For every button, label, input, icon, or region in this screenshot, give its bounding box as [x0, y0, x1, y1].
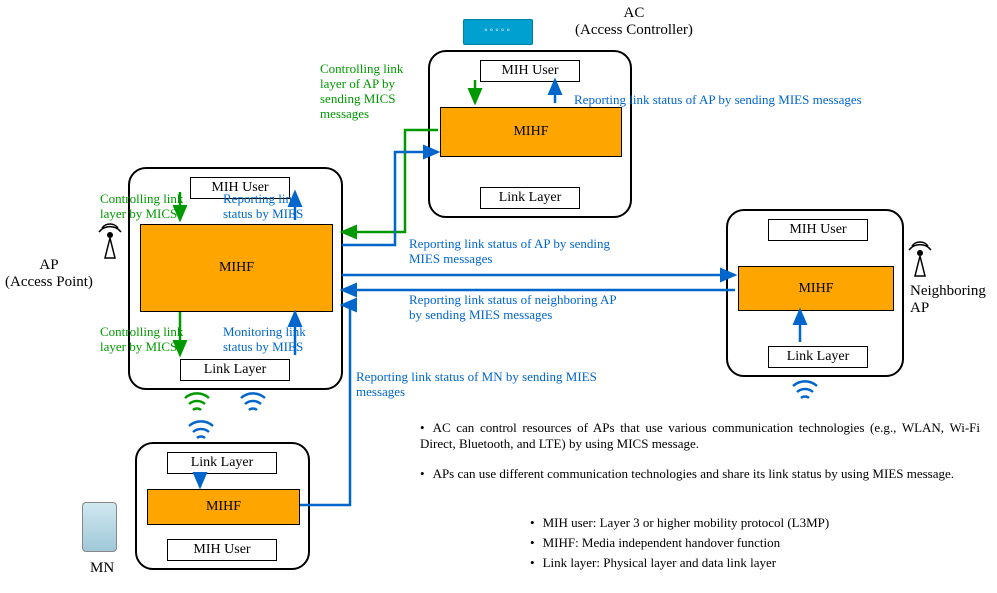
label-ctrl-mics-bot: Controlling link layer by MICS [100, 325, 183, 355]
wifi-blue-icon [238, 392, 268, 414]
bullet-3: •MIH user: Layer 3 or higher mobility pr… [530, 515, 980, 531]
label-monitor-mies: Monitoring link status by MIES [223, 325, 306, 355]
ac-module: MIH User MIHF Link Layer [428, 50, 632, 218]
label-report-mies-top: Reporting link status by MIES [223, 192, 303, 222]
mn-mih-user: MIH User [167, 539, 277, 561]
neighbor-module: MIH User MIHF Link Layer [726, 209, 904, 377]
mobile-icon [82, 502, 117, 552]
neighbor-link-layer: Link Layer [768, 346, 868, 368]
wifi-neighbor-icon [790, 380, 820, 402]
bullet-5: •Link layer: Physical layer and data lin… [530, 555, 980, 571]
bullet-1: •AC can control resources of APs that us… [420, 420, 980, 452]
ac-mihf: MIHF [440, 107, 622, 157]
ac-title: AC (Access Controller) [575, 5, 693, 40]
neighbor-mih-user: MIH User [768, 219, 868, 241]
mn-mihf: MIHF [147, 489, 300, 525]
label-ctrl-mics-top: Controlling link layer by MICS [100, 192, 183, 222]
ac-mih-user: MIH User [480, 60, 580, 82]
neighbor-title: Neighboring AP [910, 283, 986, 318]
mn-link-layer: Link Layer [167, 452, 277, 474]
label-report-ap-mies: Reporting link status of AP by sending M… [409, 237, 610, 267]
ap-title: AP (Access Point) [5, 257, 93, 292]
neighbor-mihf: MIHF [738, 266, 894, 311]
label-report-neighbor: Reporting link status of neighboring AP … [409, 293, 617, 323]
switch-icon [463, 19, 533, 45]
ac-link-layer: Link Layer [480, 187, 580, 209]
bullet-4: •MIHF: Media independent handover functi… [530, 535, 980, 551]
mn-title: MN [90, 560, 114, 577]
wifi-blue2-icon [186, 420, 216, 442]
label-report-mn: Reporting link status of MN by sending M… [356, 370, 597, 400]
bullet-2: •APs can use different communication tec… [420, 466, 980, 482]
neighbor-antenna-icon [905, 238, 935, 278]
label-report-ap-ac: Reporting link status of AP by sending M… [574, 93, 862, 108]
ap-link-layer: Link Layer [180, 359, 290, 381]
mn-module: Link Layer MIHF MIH User [135, 442, 310, 570]
ap-mihf: MIHF [140, 224, 333, 312]
wifi-green-icon [182, 392, 212, 414]
ap-antenna-icon [95, 220, 125, 260]
label-ctrl-ap-mics: Controlling link layer of AP by sending … [320, 62, 403, 122]
